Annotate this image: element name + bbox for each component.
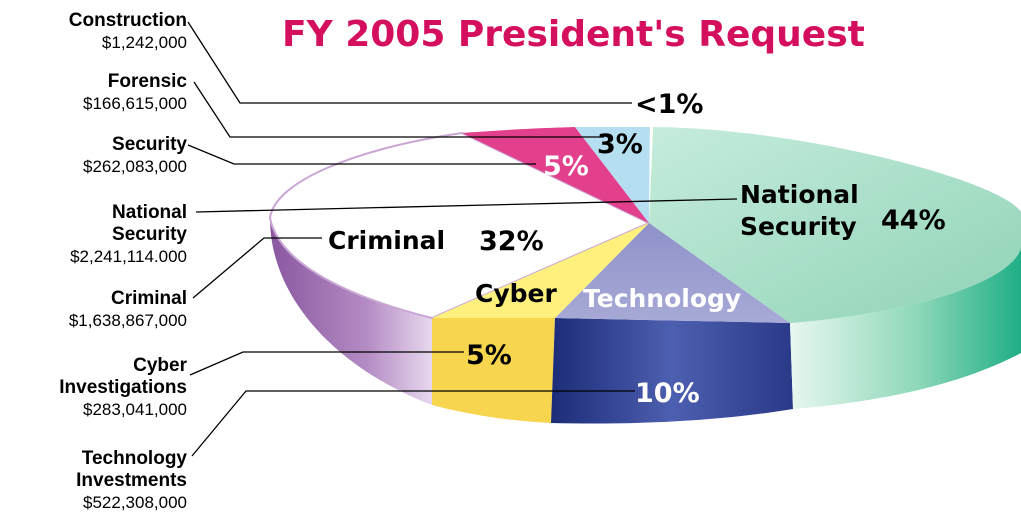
pct-criminal: 32% [479,226,544,257]
label-national-amount: $2,241,114.000 [70,247,187,266]
leader-national-security [195,198,738,213]
label-national-name-line2: Security [112,224,187,245]
label-criminal-amount: $1,638,867,000 [69,311,187,330]
label-technology-name-line2: Investments [76,470,187,491]
inchart-technology-name: Technology [583,284,741,313]
pie-slice-technology [555,223,790,323]
pie-slice-cyber [432,223,649,318]
pie-slice-security [462,127,649,223]
leader-cyber [189,351,464,376]
leader-security [187,144,536,165]
pie-side-cyber [432,318,555,423]
inchart-cyber-name: Cyber [475,279,557,308]
label-technology-amount: $522,308,000 [83,493,187,512]
pct-construction: <1% [635,89,703,120]
pie-slice-criminal [268,131,652,320]
pct-cyber: 5% [466,340,512,371]
label-cyber-name-line2: Investigations [59,377,187,398]
leader-criminal [192,237,322,299]
label-criminal-name: Criminal [111,288,187,309]
pct-security: 5% [543,151,589,182]
label-security-amount: $262,083,000 [83,157,187,176]
pie-side-national [790,248,1021,409]
label-technology-name-line1: Technology [82,448,188,469]
pie-slice-national-security [649,127,1021,323]
leader-forensic [193,81,604,138]
inchart-criminal-name: Criminal [328,226,445,255]
chart-title: FY 2005 President's Request [282,14,865,55]
pct-technology: 10% [635,378,700,409]
label-national-name-line1: National [112,202,187,223]
inchart-national-line1: National [740,180,859,209]
leader-technology [191,390,635,457]
pct-forensic: 3% [597,129,643,160]
label-construction-name: Construction [69,10,187,31]
label-security-name: Security [112,134,187,155]
inchart-national-line2: Security [740,212,857,241]
pie-side-criminal [270,218,432,405]
pie-slice-construction [649,127,653,223]
label-construction-amount: $1,242,000 [102,33,187,52]
label-forensic-amount: $166,615,000 [83,94,187,113]
leader-construction [187,21,632,104]
label-cyber-name-line1: Cyber [133,355,187,376]
label-forensic-name: Forensic [108,71,188,92]
pie-side-technology [551,318,793,424]
pct-national-security: 44% [881,205,946,236]
label-cyber-amount: $283,041,000 [83,400,187,419]
pie-slice-forensic [575,127,650,223]
